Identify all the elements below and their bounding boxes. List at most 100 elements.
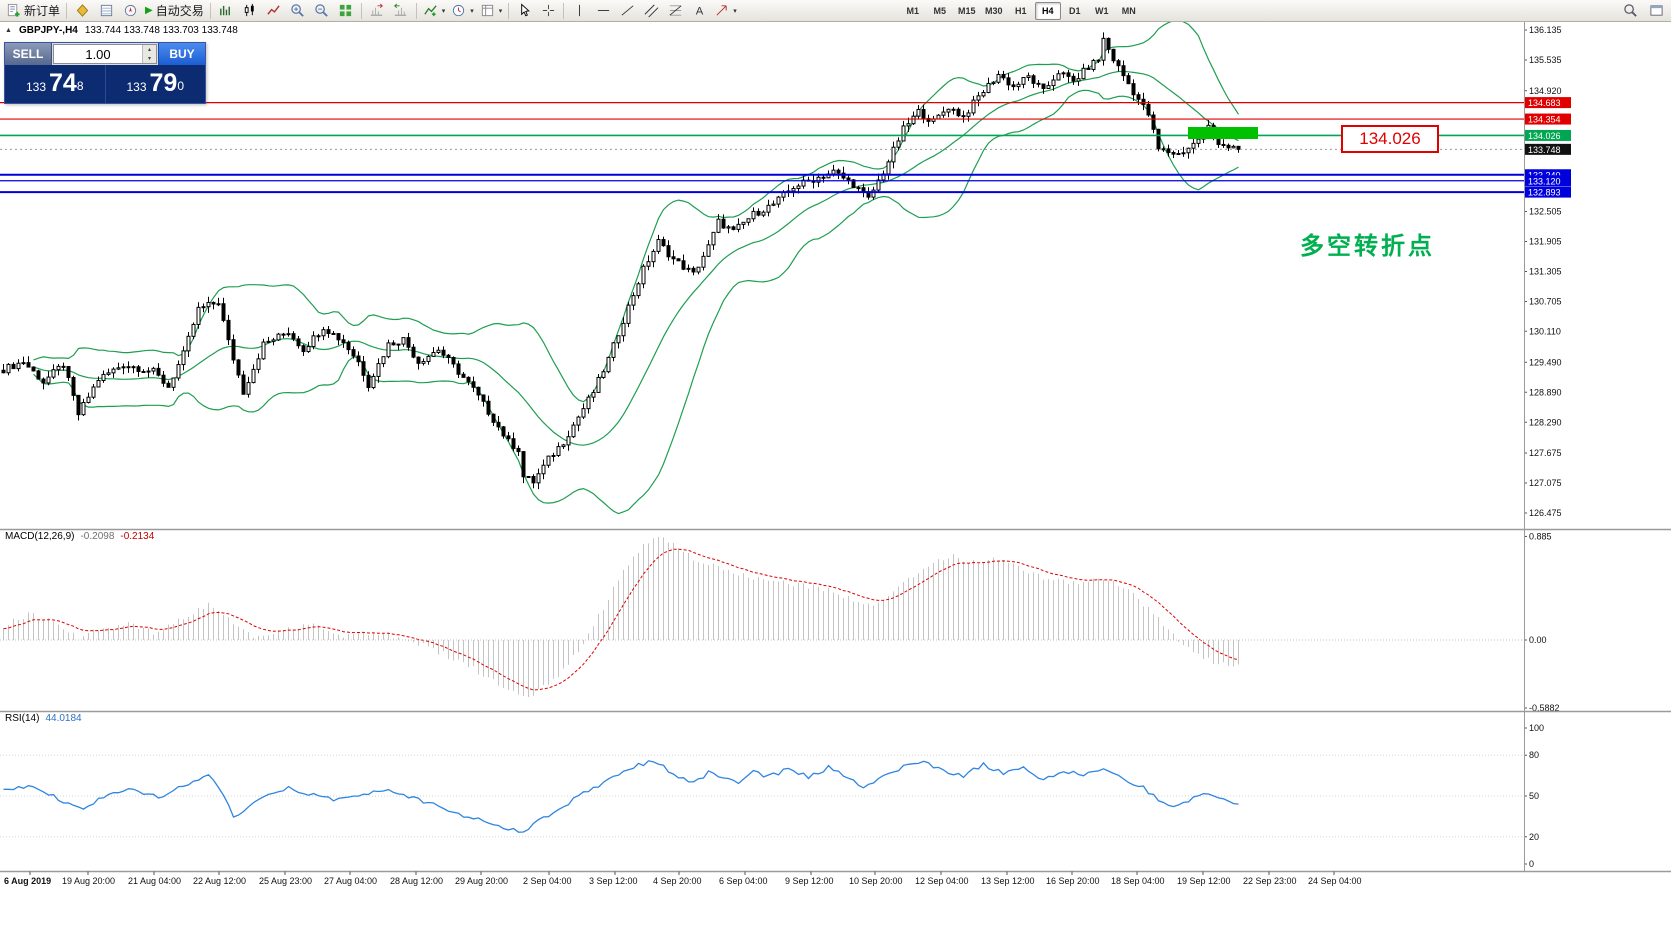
svg-text:19 Aug 20:00: 19 Aug 20:00 xyxy=(62,876,115,886)
timeframe-M30[interactable]: M30 xyxy=(985,5,1003,16)
svg-text:130.110: 130.110 xyxy=(1529,326,1561,336)
timeframe-M15[interactable]: M15 xyxy=(958,5,976,16)
bid-ask-divider xyxy=(104,65,106,103)
svg-text:27 Aug 04:00: 27 Aug 04:00 xyxy=(324,876,377,886)
line-chart-icon xyxy=(267,5,280,15)
data-window-button[interactable] xyxy=(94,1,118,21)
template-icon xyxy=(481,4,493,17)
crosshair-tool-button[interactable] xyxy=(536,1,560,21)
periods-button[interactable]: ▾ xyxy=(448,1,477,21)
chart-shift-button[interactable] xyxy=(365,1,389,21)
ask-prefix: 133 xyxy=(126,80,147,94)
collapse-arrow-icon[interactable]: ▲ xyxy=(5,27,12,34)
horizontal-line-icon xyxy=(597,10,609,11)
level-lines[interactable] xyxy=(0,101,1524,194)
zoom-in-button[interactable] xyxy=(286,1,310,21)
bar-chart-type-button[interactable] xyxy=(214,1,238,21)
svg-text:4 Sep 20:00: 4 Sep 20:00 xyxy=(653,876,702,886)
timeframe-W1[interactable]: W1 xyxy=(1095,5,1109,16)
volume-input[interactable]: 1.00 xyxy=(85,46,111,62)
navigator-button[interactable] xyxy=(118,1,142,21)
zoom-out-button[interactable] xyxy=(310,1,334,21)
timeframe-M1[interactable]: M1 xyxy=(906,5,920,16)
new-window-button[interactable] xyxy=(1644,1,1668,21)
bid-prefix: 133 xyxy=(25,80,47,94)
timeframe-D1[interactable]: D1 xyxy=(1069,5,1081,16)
volume-control: 1.00 ▴ ▾ xyxy=(53,44,157,64)
macd-name: MACD(12,26,9) xyxy=(5,531,75,542)
svg-text:-0.5882: -0.5882 xyxy=(1529,703,1560,713)
symbol-ohlc: 133.744 133.748 133.703 133.748 xyxy=(84,25,238,36)
tile-windows-button[interactable] xyxy=(334,1,358,21)
svg-text:134.920: 134.920 xyxy=(1529,86,1562,96)
trendline-tool-button[interactable] xyxy=(615,1,639,21)
fibonacci-icon xyxy=(669,5,682,16)
svg-text:A: A xyxy=(696,5,704,17)
line-chart-type-button[interactable] xyxy=(262,1,286,21)
arrows-tool-button[interactable]: ▾ xyxy=(711,1,740,21)
svg-text:130.705: 130.705 xyxy=(1529,297,1562,307)
timeframe-H4[interactable]: H4 xyxy=(1034,1,1061,20)
caret-down-icon: ▾ xyxy=(733,7,737,15)
templates-button[interactable]: ▾ xyxy=(477,1,506,21)
timeframe-M5[interactable]: M5 xyxy=(933,5,947,16)
macd-histogram xyxy=(3,537,1239,697)
new-order-label: 新订单 xyxy=(24,4,61,18)
zoom-in-icon xyxy=(291,4,305,17)
buy-button[interactable]: BUY xyxy=(158,43,205,65)
timeframe-H1[interactable]: H1 xyxy=(1015,5,1027,16)
cursor-tool-button[interactable] xyxy=(512,1,536,21)
auto-scroll-button[interactable] xyxy=(389,1,413,21)
text-tool-button[interactable]: A xyxy=(687,1,711,21)
svg-text:10 Sep 20:00: 10 Sep 20:00 xyxy=(849,876,903,886)
turning-point-text-object[interactable]: 多空转折点 xyxy=(1300,233,1435,260)
svg-text:132.505: 132.505 xyxy=(1529,207,1562,217)
toolbar-right-group xyxy=(1618,1,1668,21)
market-watch-icon xyxy=(76,4,88,17)
price-axis[interactable]: 136.135 135.535 134.920 132.505 131.905 131.3… xyxy=(1524,25,1562,869)
tile-windows-icon xyxy=(340,4,352,17)
auto-trading-label: 自动交易 xyxy=(155,4,204,18)
svg-text:18 Sep 04:00: 18 Sep 04:00 xyxy=(1111,876,1165,886)
toolbar-separator xyxy=(360,2,362,19)
svg-text:9 Sep 12:00: 9 Sep 12:00 xyxy=(785,876,834,886)
svg-text:135.535: 135.535 xyxy=(1529,55,1562,65)
bar-chart-icon xyxy=(220,5,231,16)
svg-text:131.905: 131.905 xyxy=(1529,237,1562,247)
timeframe-MN[interactable]: MN xyxy=(1121,5,1136,16)
bid-price[interactable]: 133 74 8 xyxy=(5,65,105,103)
svg-text:134.026: 134.026 xyxy=(1528,131,1561,141)
vertical-line-tool-button[interactable] xyxy=(567,1,591,21)
time-axis[interactable]: 6 Aug 2019 19 Aug 20:00 21 Aug 04:00 22 Aug… xyxy=(4,871,1362,887)
svg-text:21 Aug 04:00: 21 Aug 04:00 xyxy=(128,876,181,886)
toolbar-separator xyxy=(415,2,417,19)
fibonacci-tool-button[interactable] xyxy=(663,1,687,21)
highlight-rectangle-object[interactable] xyxy=(1188,127,1258,139)
svg-text:22 Sep 23:00: 22 Sep 23:00 xyxy=(1243,876,1297,886)
volume-up-button[interactable]: ▴ xyxy=(143,45,156,54)
new-order-button[interactable]: 新订单 xyxy=(3,1,63,21)
text-tool-icon: A xyxy=(696,5,704,17)
svg-text:128.290: 128.290 xyxy=(1529,417,1562,427)
indicators-button[interactable]: ▾ xyxy=(420,1,449,21)
volume-down-button[interactable]: ▾ xyxy=(143,54,156,63)
price-tags: 134.683134.354134.026133.748133.240133.1… xyxy=(1525,97,1571,198)
chart-shift-icon xyxy=(371,3,384,16)
horizontal-line-tool-button[interactable] xyxy=(591,1,615,21)
ask-main-digits: 79 xyxy=(149,69,178,97)
search-button[interactable] xyxy=(1618,1,1642,21)
rsi-value: 44.0184 xyxy=(45,713,82,724)
market-watch-button[interactable] xyxy=(70,1,94,21)
price-label-object[interactable]: 134.026 xyxy=(1341,125,1439,153)
candlestick-chart-type-button[interactable] xyxy=(238,1,262,21)
sell-button[interactable]: SELL xyxy=(5,43,52,65)
bid-pipette: 8 xyxy=(76,79,84,93)
auto-trading-button[interactable]: ▶ 自动交易 xyxy=(142,1,207,21)
svg-text:0.885: 0.885 xyxy=(1529,531,1552,541)
svg-text:0: 0 xyxy=(1529,859,1534,869)
rsi-label: RSI(14) 44.0184 xyxy=(5,713,82,724)
clock-icon xyxy=(453,4,465,17)
ask-price[interactable]: 133 79 0 xyxy=(106,65,206,103)
channel-tool-button[interactable] xyxy=(639,1,663,21)
